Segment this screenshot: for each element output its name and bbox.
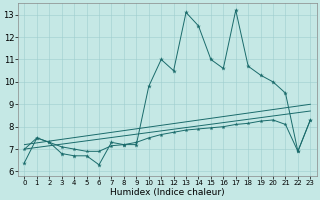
X-axis label: Humidex (Indice chaleur): Humidex (Indice chaleur) xyxy=(110,188,225,197)
